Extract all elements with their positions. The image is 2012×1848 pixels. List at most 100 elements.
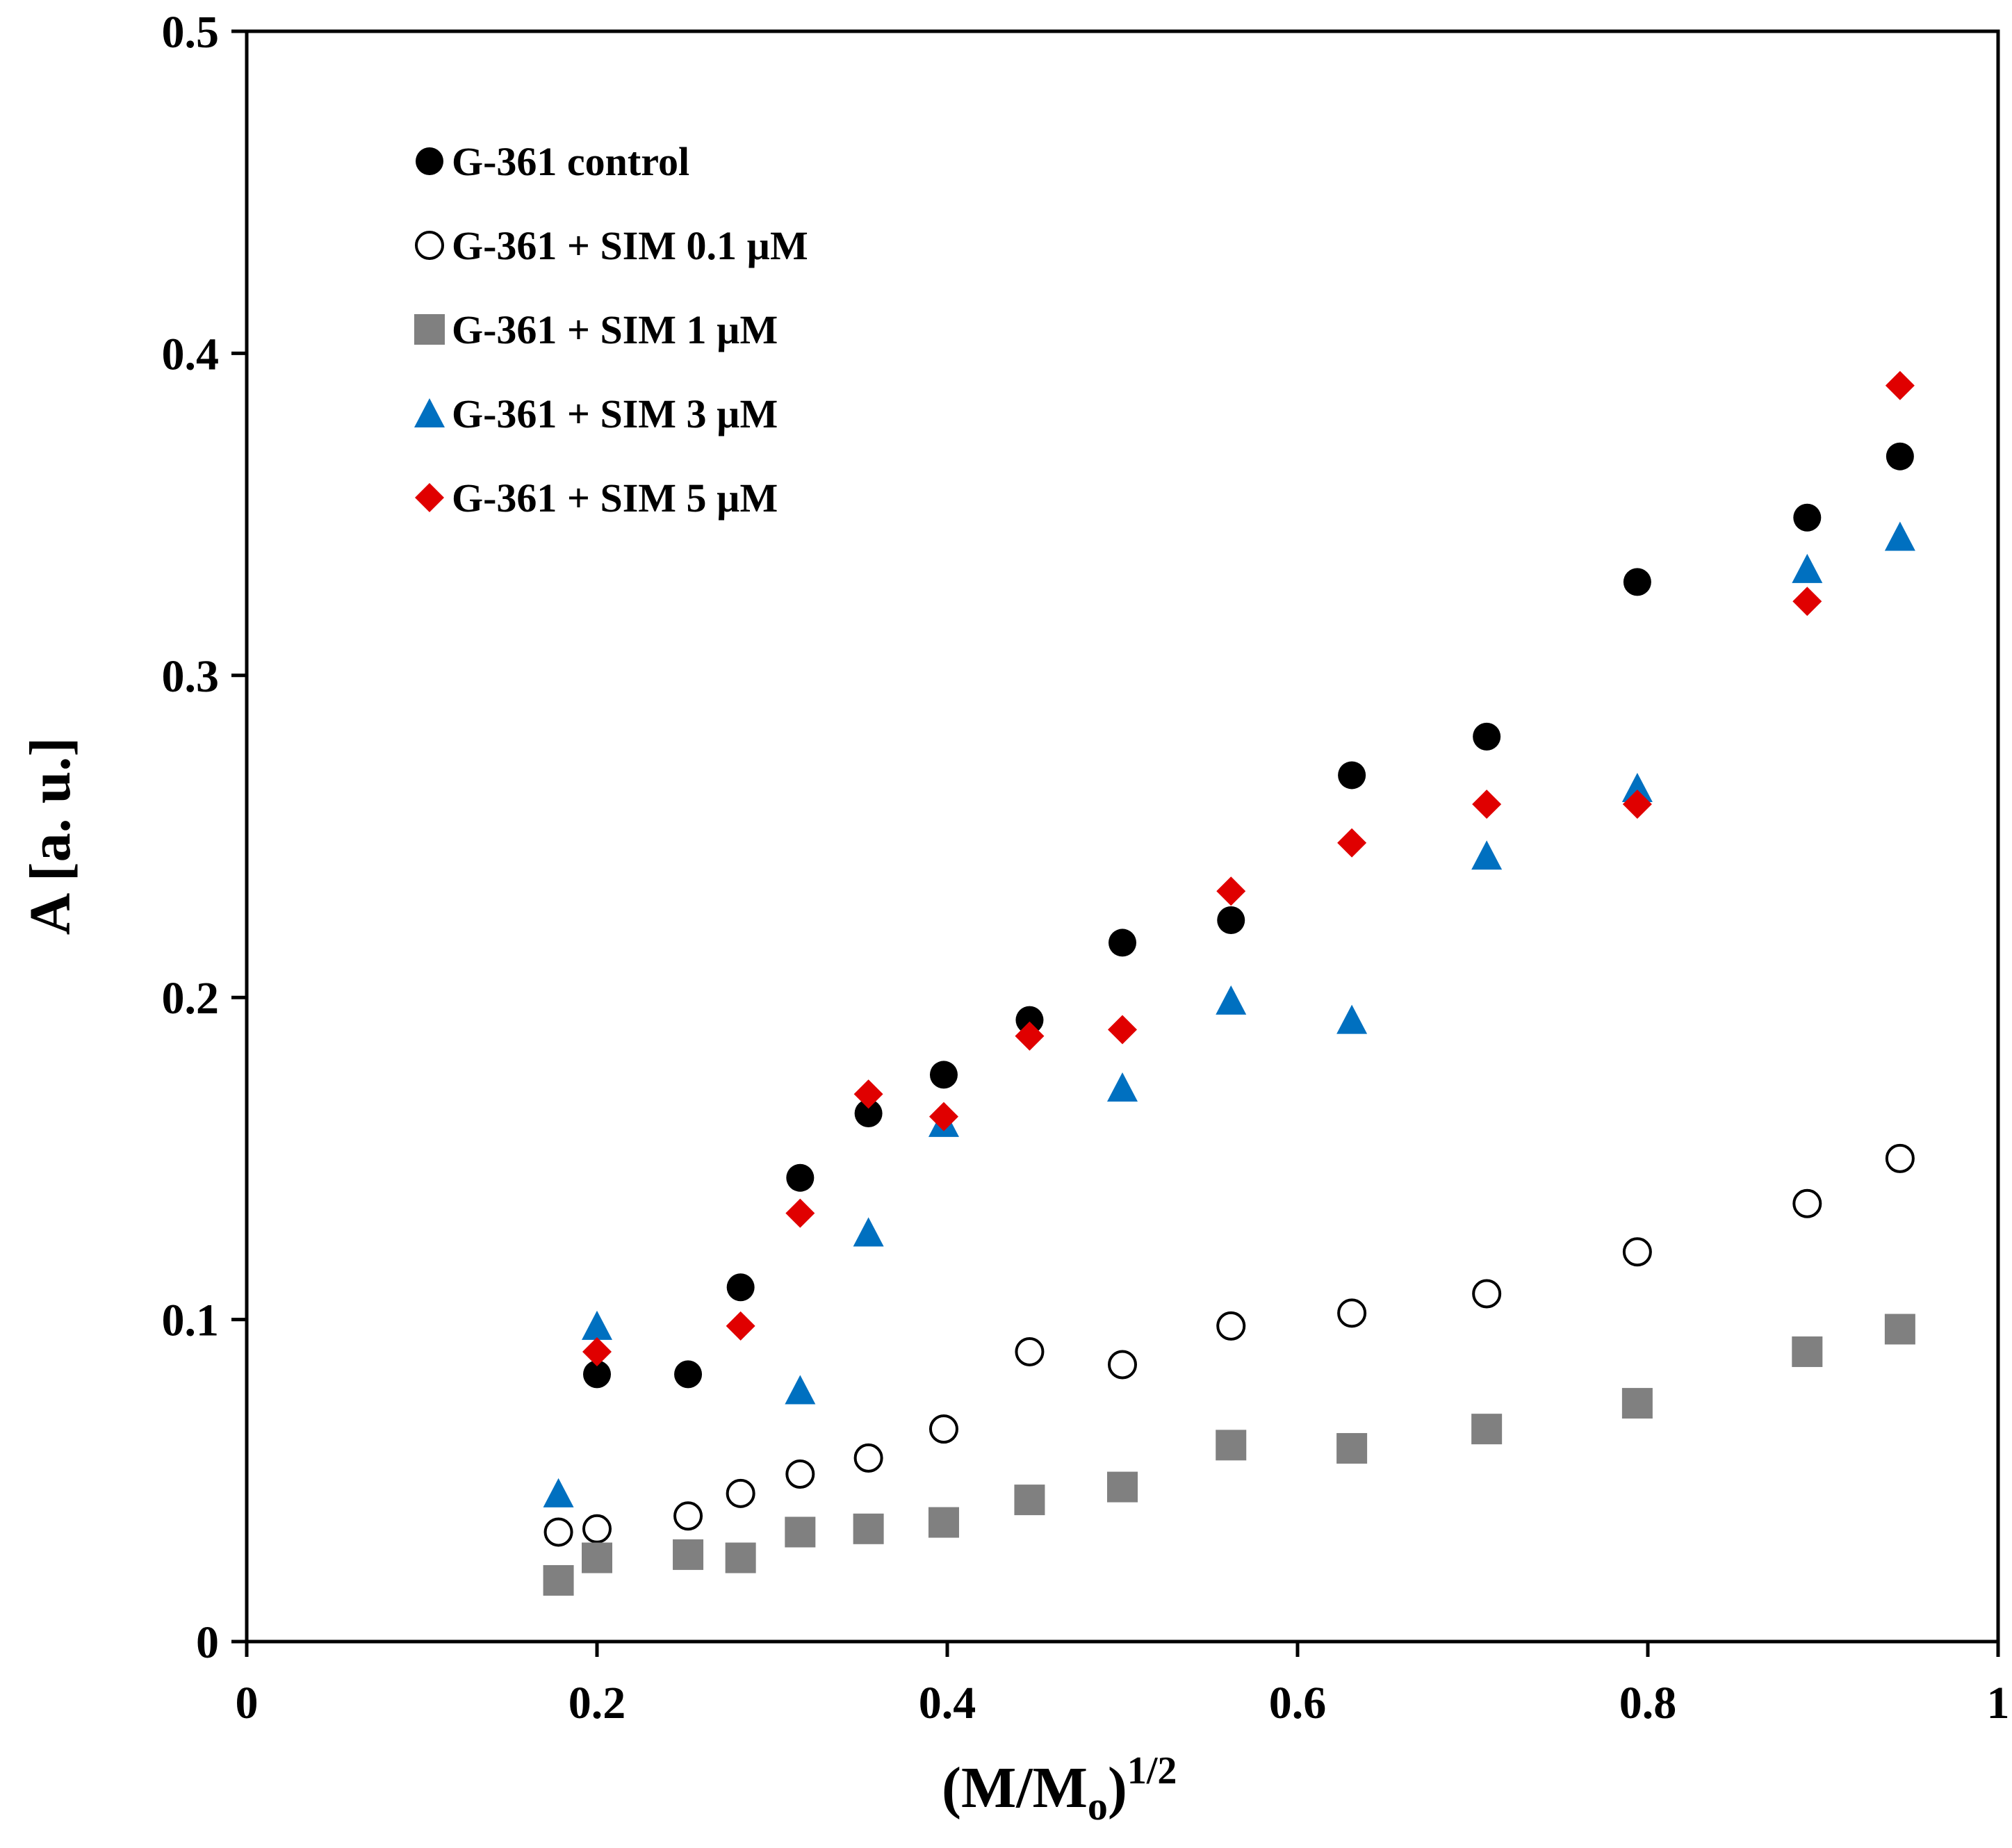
data-point (1792, 587, 1822, 616)
data-point (1337, 828, 1367, 858)
x-tick-label: 0.2 (569, 1678, 626, 1728)
y-tick-label: 0.2 (162, 973, 220, 1024)
data-point (583, 1360, 611, 1389)
legend-item: G-361 control (416, 139, 689, 184)
y-axis: 0 0.1 0.2 0.3 0.4 0.5 (162, 7, 247, 1668)
x-axis-title: (M/Mo)1/2 (942, 1749, 1177, 1829)
series-3 (543, 1314, 1915, 1596)
x-tick-label: 0.8 (1619, 1678, 1677, 1728)
data-point (1107, 1072, 1138, 1102)
data-point (785, 1459, 815, 1489)
data-point (1109, 929, 1136, 957)
data-point (1336, 1432, 1368, 1464)
x-axis-title-superscript: 1/2 (1127, 1749, 1177, 1792)
data-point (1015, 1006, 1044, 1034)
data-point (674, 1360, 703, 1389)
data-point (1792, 1336, 1823, 1367)
legend-label: G-361 + SIM 3 µM (452, 391, 778, 436)
legend-item: G-361 + SIM 0.1 µM (415, 223, 808, 268)
data-point (854, 1099, 883, 1128)
data-point (785, 1375, 816, 1405)
legend-label: G-361 + SIM 1 µM (452, 307, 778, 352)
data-point (726, 1311, 755, 1341)
data-point (929, 1061, 958, 1089)
data-point (1336, 1004, 1368, 1034)
legend-marker (416, 147, 443, 175)
x-tick-label: 0.4 (919, 1678, 976, 1728)
data-point (1216, 876, 1246, 906)
plot-area (245, 29, 2000, 1644)
legend: G-361 control G-361 + SIM 0.1 µM G-361 + S… (414, 139, 808, 521)
y-tick-label: 0.5 (162, 7, 220, 58)
series-5 (582, 370, 1915, 1366)
legend-label: G-361 + SIM 0.1 µM (452, 223, 808, 268)
data-point (1014, 1485, 1045, 1516)
data-point (1792, 553, 1823, 583)
legend-marker (415, 231, 444, 260)
data-point (1622, 790, 1652, 819)
data-point (1472, 1279, 1502, 1309)
series-4 (543, 521, 1915, 1507)
data-point (582, 1542, 612, 1573)
data-point (1885, 1143, 1915, 1173)
x-tick-label: 0.6 (1269, 1678, 1327, 1728)
y-axis-title: A [a. u.] (18, 737, 83, 935)
data-point (1015, 1021, 1045, 1051)
data-point (928, 1507, 959, 1538)
data-point (1621, 1388, 1653, 1419)
legend-label: G-361 control (452, 139, 689, 184)
data-point (1793, 503, 1822, 532)
data-point (1623, 568, 1651, 596)
series-2 (543, 1143, 1915, 1547)
data-point (1015, 1336, 1045, 1366)
legend-label: G-361 + SIM 5 µM (452, 475, 778, 521)
x-axis-title-main: (M/M (942, 1756, 1088, 1820)
y-tick-label: 0.1 (162, 1295, 220, 1346)
data-point (582, 1514, 612, 1544)
y-tick-label: 0 (196, 1617, 219, 1668)
data-point (1792, 1188, 1822, 1218)
data-point (1884, 521, 1915, 551)
x-tick-label: 1 (1987, 1678, 2010, 1728)
data-point (543, 1517, 573, 1547)
data-point (929, 1102, 958, 1131)
data-point (929, 1414, 958, 1444)
data-point (1216, 985, 1247, 1015)
data-point (1107, 1471, 1138, 1503)
legend-item: G-361 + SIM 3 µM (414, 391, 778, 436)
data-point (673, 1501, 703, 1531)
data-point (543, 1478, 574, 1507)
legend-marker (414, 314, 445, 345)
data-point (1108, 1350, 1137, 1380)
data-point (1886, 442, 1914, 471)
data-point (1338, 761, 1366, 790)
legend-marker (414, 398, 445, 427)
x-tick-label: 0 (236, 1678, 259, 1728)
data-point (853, 1443, 883, 1473)
data-point (1337, 1298, 1367, 1328)
data-point (1471, 1414, 1503, 1445)
y-tick-label: 0.4 (162, 329, 220, 379)
data-point (726, 1478, 755, 1508)
x-axis-title-close: ) (1108, 1756, 1127, 1820)
data-point (1216, 1430, 1247, 1461)
data-point (582, 1310, 612, 1340)
data-points (543, 370, 1915, 1596)
data-point (853, 1513, 884, 1544)
data-point (543, 1564, 574, 1596)
data-point (1884, 1314, 1915, 1345)
data-point (725, 1542, 756, 1573)
data-point (1621, 772, 1653, 802)
data-point (1622, 1237, 1652, 1267)
data-point (1217, 906, 1245, 934)
data-point (673, 1539, 704, 1570)
data-point (1216, 1311, 1246, 1341)
x-axis: 0 0.2 0.4 0.6 0.8 1 (236, 1642, 2010, 1728)
data-point (582, 1336, 612, 1366)
data-point (1471, 840, 1503, 870)
data-point (1885, 370, 1915, 400)
y-tick-label: 0.3 (162, 651, 220, 702)
x-axis-title-subscript: o (1088, 1783, 1108, 1829)
data-point (1473, 722, 1501, 751)
